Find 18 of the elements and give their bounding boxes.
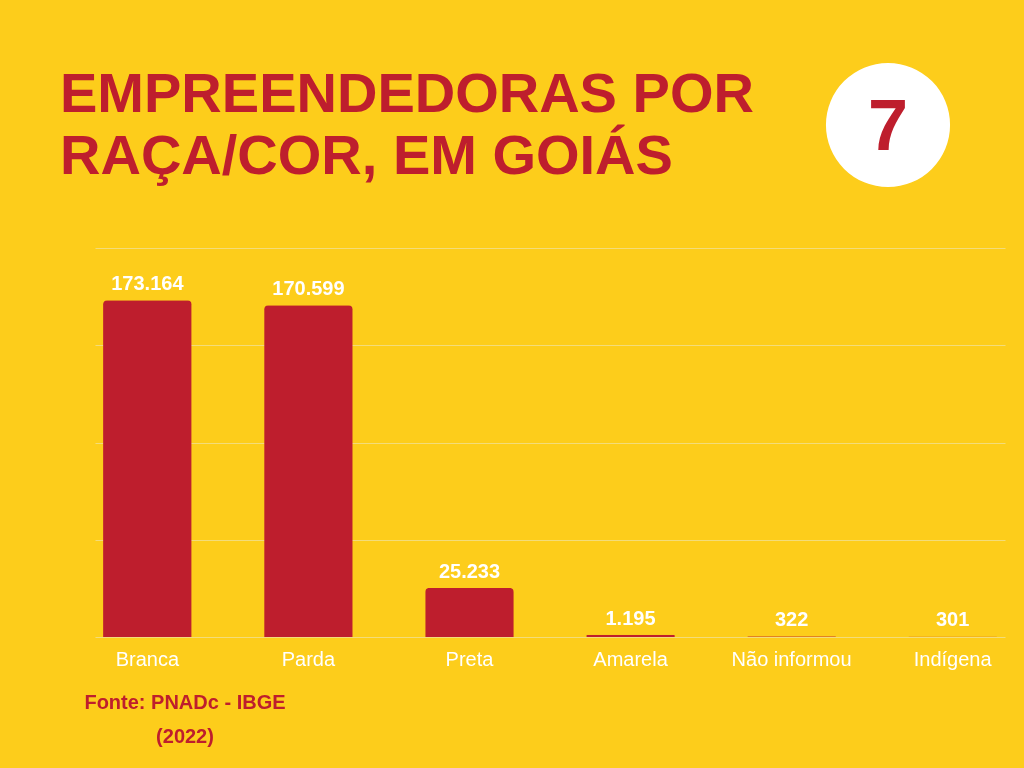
x-tick-label: Branca bbox=[115, 647, 180, 670]
x-tick-label: Parda bbox=[281, 647, 336, 670]
x-tick-label: Preta bbox=[445, 647, 495, 670]
bar bbox=[103, 300, 192, 637]
text: 7 bbox=[867, 85, 909, 165]
bar bbox=[425, 587, 514, 637]
x-tick-label: Não informou bbox=[731, 647, 852, 670]
chart-title: EMPREENDEDORAS POR RAÇA/COR, EM GOIÁS bbox=[60, 61, 754, 186]
data-label: 173.164 bbox=[111, 272, 185, 295]
x-tick-label: Amarela bbox=[593, 647, 669, 670]
data-label: 322 bbox=[774, 608, 809, 631]
x-tick-label: Indígena bbox=[913, 647, 993, 670]
data-label: 170.599 bbox=[272, 277, 345, 300]
data-label: 1.195 bbox=[605, 606, 656, 629]
data-label: 301 bbox=[935, 608, 970, 631]
bar bbox=[264, 305, 353, 637]
source-note: Fonte: PNADc - IBGE (2022) bbox=[84, 691, 286, 747]
data-label: 25.233 bbox=[438, 559, 501, 582]
